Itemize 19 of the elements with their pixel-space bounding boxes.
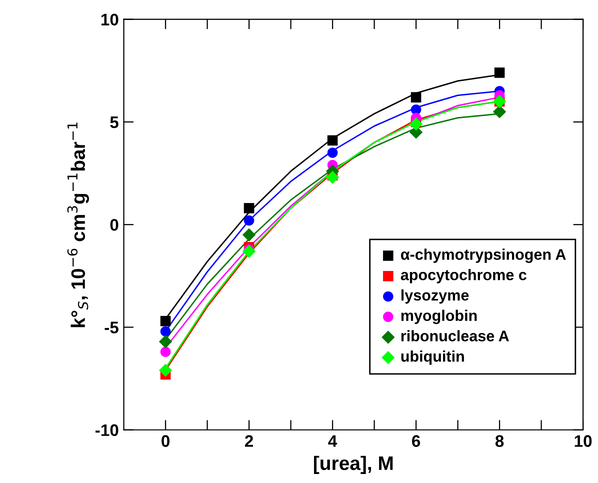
x-tick-label: 6 [412,435,420,447]
y-tick-label: 0 [110,218,118,231]
x-tick-label: 4 [328,435,338,447]
legend-label: apocytochrome c [400,269,526,284]
legend-label: α-chymotrypsinogen A [400,248,566,263]
x-tick-label: 10 [574,435,592,447]
x-tick-label: 2 [244,435,254,447]
legend-label: myoglobin [401,310,477,324]
x-axis-title: [urea], M [314,456,393,474]
x-tick-label: 0 [162,435,170,447]
legend-label: ribonuclease A [401,330,509,342]
x-tick-label: 8 [495,435,504,447]
legend-label: lysozyme [401,289,469,304]
y-tick-label: 10 [101,14,118,26]
legend-label: ubiquitin [401,350,464,365]
y-tick-label: 5 [110,116,118,128]
text: k°$_{S}$, 10$^{−6}$ cm$^{3}$g$^{−1}$bar$^{−1}$ [67,122,89,328]
y-tick-label: -10 [95,424,118,436]
y-tick-label: -5 [104,322,118,334]
